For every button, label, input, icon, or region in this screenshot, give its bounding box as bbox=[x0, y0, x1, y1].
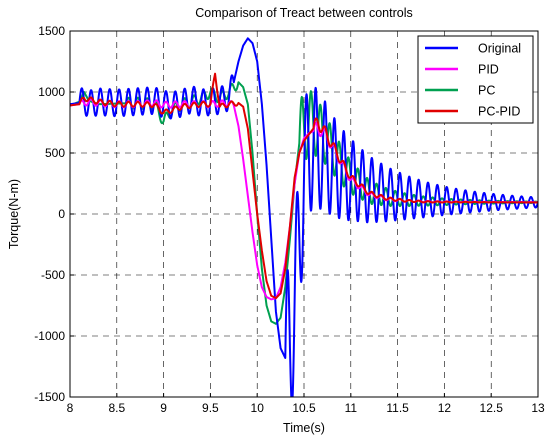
legend-label-original: Original bbox=[478, 42, 521, 56]
chart-title: Comparison of Treact between controls bbox=[195, 6, 412, 20]
y-tick-label: 0 bbox=[58, 207, 65, 221]
x-axis-label: Time(s) bbox=[283, 421, 325, 435]
y-tick-label: 1000 bbox=[38, 85, 65, 99]
y-axis-ticks: -1500 -1000 -500 0 500 1000 1500 bbox=[34, 24, 74, 404]
y-tick-label: 1500 bbox=[38, 24, 65, 38]
x-tick-label: 11 bbox=[345, 401, 358, 415]
x-tick-label: 9 bbox=[160, 401, 167, 415]
x-axis-ticks: 8 8.5 9 9.5 10 10.5 11 11.5 12 12.5 13 bbox=[67, 393, 545, 415]
series-lines bbox=[70, 37, 538, 397]
x-tick-label: 12 bbox=[438, 401, 452, 415]
x-tick-label: 10.5 bbox=[292, 401, 316, 415]
x-tick-label: 8.5 bbox=[108, 401, 125, 415]
x-tick-label: 13 bbox=[531, 401, 545, 415]
series-line-original bbox=[70, 37, 538, 397]
x-tick-label: 9.5 bbox=[202, 401, 219, 415]
x-tick-label: 11.5 bbox=[386, 401, 409, 415]
x-tick-label: 10 bbox=[251, 401, 265, 415]
x-tick-label: 8 bbox=[67, 401, 74, 415]
legend-label-pc-pid: PC-PID bbox=[478, 105, 520, 119]
y-tick-label: 500 bbox=[45, 146, 65, 160]
series-line-pc-pid bbox=[70, 72, 538, 300]
plot-frame bbox=[69, 30, 539, 398]
legend-label-pid: PID bbox=[478, 63, 499, 77]
legend-box bbox=[417, 35, 534, 124]
x-tick-label: 12.5 bbox=[480, 401, 504, 415]
y-tick-label: -1000 bbox=[34, 329, 65, 343]
y-tick-label: -500 bbox=[41, 268, 65, 282]
y-tick-label: -1500 bbox=[34, 390, 65, 404]
series-line-pc bbox=[70, 81, 538, 325]
y-axis-label: Torque(N-m) bbox=[7, 179, 21, 249]
legend-label-pc: PC bbox=[478, 84, 495, 98]
legend: Original PID PC PC-PID bbox=[417, 35, 534, 124]
